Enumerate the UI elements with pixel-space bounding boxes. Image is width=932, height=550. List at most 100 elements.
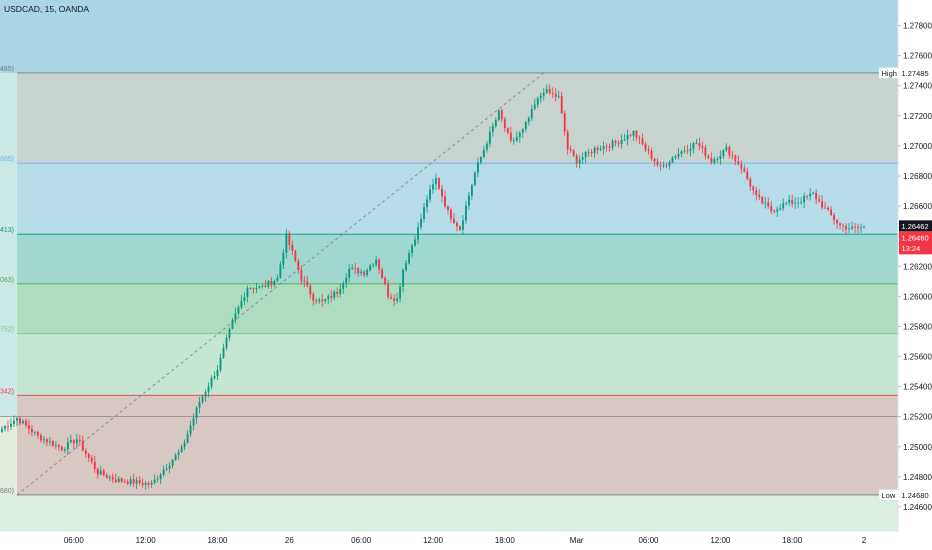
candle-body [438,178,440,189]
candle-body [444,196,446,207]
candle-body [465,205,467,221]
high-price-tag-text: 1.27485 [902,69,929,78]
candle [713,156,716,165]
candle-body [767,202,770,207]
fib-band-0.5 [16,283,899,334]
candle-body [156,479,159,480]
candle [177,449,180,460]
candle-body [590,151,593,154]
candle [33,430,36,436]
candle-body [620,140,623,144]
candle-body [255,287,258,290]
candle [632,130,635,141]
candle-body [117,478,120,482]
candle-body [749,179,752,187]
candle [719,150,722,165]
candle [378,258,381,274]
candle [234,307,237,324]
candle [411,243,413,258]
candle-body [584,151,587,158]
candle-body [213,376,216,379]
zone-left-lower [0,416,17,495]
candle-body [494,119,497,127]
candle [183,439,186,451]
candle [740,160,743,174]
candle-body [692,143,695,149]
candle-body [851,226,853,229]
fib-trend-line[interactable] [16,72,545,496]
fib-trend-dashed-line[interactable] [16,72,545,496]
candle [617,139,620,148]
candle [854,222,856,233]
candle [623,133,626,141]
candle [408,249,410,265]
candle-body [411,245,413,254]
time-tick-label: 06:00 [64,536,85,545]
candle [653,157,656,167]
candle-body [303,280,306,282]
candle-body [623,139,626,141]
candle [93,456,96,473]
candle-body [102,470,105,476]
candle [16,416,18,427]
candle [285,228,288,259]
candle-body [560,96,563,114]
fibonacci-retracement[interactable]: 1(1.27485) 0.786(1.26885) 0.618(1.26413) 0.… [0,66,899,496]
candle [369,263,372,272]
price-tick-label: 1.26200 [903,262,932,271]
candle [7,420,9,432]
candle-body [13,420,15,424]
candle-body [84,450,87,454]
candle-body [132,479,135,484]
candle [839,222,841,230]
candle-body [42,439,45,441]
candle-body [509,132,512,141]
candle-body [420,218,422,228]
candle-body [707,156,710,158]
time-axis-background[interactable] [0,531,932,550]
candle-body [129,479,132,484]
candle-body [108,477,111,478]
candle [812,191,815,195]
candle-body [264,285,267,287]
price-tick-label: 1.24600 [903,503,932,512]
candle [426,194,428,213]
candle [815,189,818,204]
time-tick-label: 06:00 [638,536,659,545]
candle [159,472,162,484]
candle-body [279,264,282,278]
candle [114,473,117,484]
candle-body [710,157,713,163]
time-tick-label: 26 [285,536,294,545]
candle [782,198,785,211]
candle-body [207,386,210,393]
price-tick-label: 1.26600 [903,202,932,211]
candle [48,436,51,446]
candle [327,293,330,305]
candle [749,176,752,192]
candle [246,285,249,303]
price-axis-background[interactable] [898,0,932,531]
candle [845,223,847,234]
candle [66,437,69,455]
candle [833,212,836,225]
candle-body [857,226,859,228]
candle-body [231,319,234,329]
candle-body [722,149,725,156]
candle-body [740,164,743,169]
candle [689,143,692,157]
candle [171,458,174,469]
candle-body [447,206,449,210]
candle-body [393,298,396,301]
candle [102,468,105,477]
candle [216,364,219,381]
candle-body [839,223,841,226]
candle [90,455,93,465]
candle-body [731,155,734,157]
candle [791,194,794,208]
candle [375,256,378,268]
candle [441,184,443,203]
price-tick-label: 1.24800 [903,473,932,482]
candle-body [369,265,372,271]
